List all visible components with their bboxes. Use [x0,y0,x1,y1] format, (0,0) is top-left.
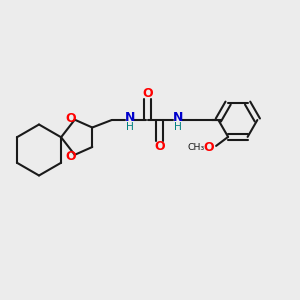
Text: N: N [124,111,135,124]
Text: O: O [142,87,153,100]
Text: N: N [172,111,183,124]
Text: O: O [66,112,76,125]
Text: O: O [154,140,165,153]
Text: O: O [66,150,76,163]
Text: H: H [174,122,182,132]
Text: CH₃: CH₃ [188,143,205,152]
Text: O: O [203,141,214,154]
Text: H: H [126,122,134,132]
